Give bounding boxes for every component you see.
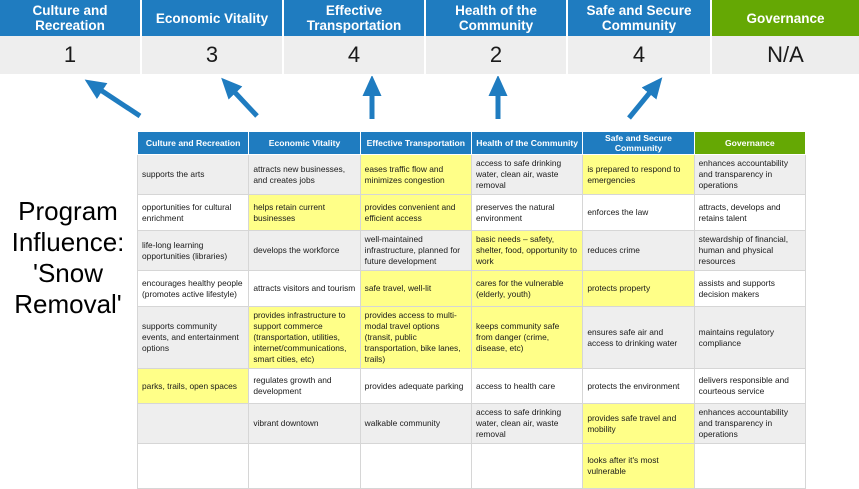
scorecard-header-health-of-the-community: Health of the Community — [426, 0, 568, 36]
matrix-cell: provides access to multi-modal travel op… — [359, 306, 472, 369]
table-row: parks, trails, open spaces regulates gro… — [136, 368, 806, 404]
matrix-cell: provides convenient and efficient access — [359, 194, 472, 231]
matrix-cell: assists and supports decision makers — [693, 270, 806, 307]
matrix-cell: encourages healthy people (promotes acti… — [136, 270, 250, 307]
matrix-cell: access to safe drinking water, clean air… — [470, 403, 584, 444]
matrix-cell: preserves the natural environment — [470, 194, 584, 231]
matrix-cell: vibrant downtown — [248, 403, 361, 444]
matrix-cell — [470, 443, 584, 489]
matrix-header-economic-vitality: Economic Vitality — [248, 131, 361, 155]
matrix-cell: provides adequate parking — [359, 368, 472, 404]
scorecard-header-label: Governance — [746, 10, 825, 26]
scorecard-header-safe-and-secure-community: Safe and Secure Community — [568, 0, 712, 36]
scorecard-value-governance: N/A — [712, 36, 859, 74]
matrix-cell: provides safe travel and mobility — [582, 403, 695, 444]
arrow-up-safe-and-secure-community — [627, 77, 663, 120]
matrix-body: supports the arts attracts new businesse… — [136, 154, 806, 489]
scorecard-band: Culture and Recreation Economic Vitality… — [0, 0, 859, 76]
matrix-cell — [248, 443, 361, 489]
scorecard-header-label: Safe and Secure Community — [586, 3, 692, 33]
matrix-cell: enhances accountability and transparency… — [693, 403, 806, 444]
table-row: supports community events, and entertain… — [136, 306, 806, 369]
matrix-cell — [136, 403, 250, 444]
scorecard-header-governance: Governance — [712, 0, 859, 36]
table-row: supports the arts attracts new businesse… — [136, 154, 806, 195]
influence-matrix-container: Culture and Recreation Economic Vitality… — [136, 131, 806, 489]
scorecard-header-row: Culture and Recreation Economic Vitality… — [0, 0, 859, 36]
matrix-cell: protects property — [582, 270, 695, 307]
matrix-cell: attracts new businesses, and creates job… — [248, 154, 361, 195]
matrix-cell: opportunities for cultural enrichment — [136, 194, 250, 231]
matrix-cell: delivers responsible and courteous servi… — [693, 368, 806, 404]
matrix-cell — [359, 443, 472, 489]
table-row: life-long learning opportunities (librar… — [136, 230, 806, 271]
matrix-cell — [693, 443, 806, 489]
scorecard-value-effective-transportation: 4 — [284, 36, 426, 74]
matrix-cell: enforces the law — [582, 194, 695, 231]
matrix-header-row: Culture and Recreation Economic Vitality… — [136, 131, 806, 155]
matrix-cell: life-long learning opportunities (librar… — [136, 230, 250, 271]
matrix-cell: basic needs – safety, shelter, food, opp… — [470, 230, 584, 271]
matrix-cell: access to safe drinking water, clean air… — [470, 154, 584, 195]
matrix-cell: access to health care — [470, 368, 584, 404]
matrix-cell: walkable community — [359, 403, 472, 444]
scorecard-value-row: 1 3 4 2 4 N/A — [0, 36, 859, 74]
arrow-layer — [0, 75, 859, 132]
scorecard-header-economic-vitality: Economic Vitality — [142, 0, 284, 36]
arrows-svg — [84, 75, 663, 120]
matrix-cell: looks after it's most vulnerable — [582, 443, 695, 489]
scorecard-header-label: Economic Vitality — [155, 10, 269, 26]
scorecard-header-culture-and-recreation: Culture and Recreation — [0, 0, 142, 36]
scorecard-value-economic-vitality: 3 — [142, 36, 284, 74]
matrix-header-governance: Governance — [693, 131, 806, 155]
matrix-cell: stewardship of financial, human and phys… — [693, 230, 806, 271]
program-influence-caption: Program Influence: 'Snow Removal' — [11, 196, 125, 319]
scorecard-value-health-of-the-community: 2 — [426, 36, 568, 74]
matrix-cell: develops the workforce — [248, 230, 361, 271]
influence-matrix-table: Culture and Recreation Economic Vitality… — [136, 131, 806, 489]
matrix-cell: enhances accountability and transparency… — [693, 154, 806, 195]
scorecard-value-safe-and-secure-community: 4 — [568, 36, 712, 74]
matrix-header-safe-and-secure-community: Safe and Secure Community — [582, 131, 695, 155]
matrix-cell: protects the environment — [582, 368, 695, 404]
matrix-cell: keeps community safe from danger (crime,… — [470, 306, 584, 369]
matrix-cell: parks, trails, open spaces — [136, 368, 250, 404]
matrix-cell: provides infrastructure to support comme… — [248, 306, 361, 369]
matrix-header-effective-transportation: Effective Transportation — [359, 131, 472, 155]
scorecard-header-effective-transportation: Effective Transportation — [284, 0, 426, 36]
arrow-up-economic-vitality — [221, 77, 259, 118]
matrix-cell: attracts visitors and tourism — [248, 270, 361, 307]
matrix-cell: cares for the vulnerable (elderly, youth… — [470, 270, 584, 307]
matrix-header-culture-and-recreation: Culture and Recreation — [136, 131, 250, 155]
table-row: vibrant downtown walkable community acce… — [136, 403, 806, 444]
scorecard-header-label: Health of the Community — [455, 3, 537, 33]
scorecard-value-culture-and-recreation: 1 — [0, 36, 142, 74]
matrix-cell: attracts, develops and retains talent — [693, 194, 806, 231]
table-row: encourages healthy people (promotes acti… — [136, 270, 806, 307]
scorecard-header-label: Effective Transportation — [306, 3, 402, 33]
matrix-cell: safe travel, well-lit — [359, 270, 472, 307]
matrix-cell: maintains regulatory compliance — [693, 306, 806, 369]
table-row: looks after it's most vulnerable — [136, 443, 806, 489]
arrow-up-culture-and-recreation — [84, 79, 142, 119]
matrix-cell: supports community events, and entertain… — [136, 306, 250, 369]
matrix-cell: reduces crime — [582, 230, 695, 271]
table-row: opportunities for cultural enrichment he… — [136, 194, 806, 231]
matrix-cell: regulates growth and development — [248, 368, 361, 404]
scorecard-header-label: Culture and Recreation — [32, 3, 108, 33]
matrix-cell: ensures safe air and access to drinking … — [582, 306, 695, 369]
matrix-cell: well-maintained infrastructure, planned … — [359, 230, 472, 271]
matrix-cell: helps retain current businesses — [248, 194, 361, 231]
matrix-header-health-of-the-community: Health of the Community — [470, 131, 584, 155]
matrix-cell: supports the arts — [136, 154, 250, 195]
matrix-cell: is prepared to respond to emergencies — [582, 154, 695, 195]
matrix-cell — [136, 443, 250, 489]
matrix-cell: eases traffic flow and minimizes congest… — [359, 154, 472, 195]
